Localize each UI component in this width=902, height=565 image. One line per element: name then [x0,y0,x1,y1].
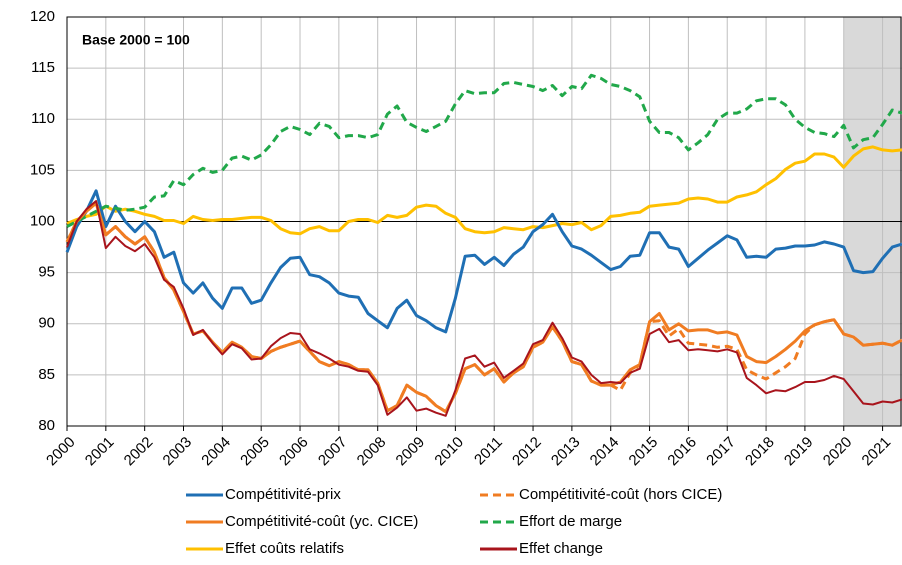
y-tick-label: 105 [30,161,55,178]
series-line [66,73,902,228]
y-tick-label: 80 [38,417,55,434]
series-line [66,145,902,236]
legend-label: Compétitivité-coût (hors CICE) [519,486,722,503]
y-tick-label: 115 [31,59,55,76]
x-tick-label: 2020 [820,434,856,470]
x-tick-label: 2015 [626,434,662,470]
x-tick-label: 2008 [354,434,390,470]
y-tick-label: 120 [30,8,55,25]
x-tick-label: 2010 [431,434,467,470]
legend-label: Effort de marge [519,513,622,530]
y-tick-label: 85 [38,366,55,383]
y-tick-label: 110 [31,110,55,127]
y-tick-label: 90 [38,315,55,332]
series-line [65,201,902,414]
x-tick-label: 2014 [587,434,623,470]
x-tick-label: 2004 [198,434,234,470]
x-tick-label: 2017 [703,434,739,470]
x-tick-label: 2012 [509,434,545,470]
legend-label: Compétitivité-coût (yc. CICE) [225,513,418,530]
series-line [65,201,902,414]
x-tick-label: 2001 [82,434,118,470]
x-tick-label: 2021 [859,434,895,470]
x-tick-label: 2018 [742,434,778,470]
y-tick-label: 95 [38,264,55,281]
x-tick-label: 2006 [276,434,312,470]
x-tick-label: 2009 [393,434,429,470]
annotation: Base 2000 = 100 [82,32,190,48]
x-tick-label: 2019 [781,434,817,470]
x-tick-label: 2000 [43,434,79,470]
x-tick-label: 2002 [121,434,157,470]
legend-label: Effet coûts relatifs [225,540,344,557]
legend-label: Compétitivité-prix [225,486,341,503]
x-tick-label: 2011 [471,434,506,469]
y-tick-label: 100 [30,212,55,229]
x-tick-label: 2003 [160,434,196,470]
series-line [66,200,902,417]
x-tick-label: 2013 [548,434,584,470]
x-tick-label: 2007 [315,434,351,470]
series-line [65,189,902,334]
legend-label: Effet change [519,540,603,557]
x-tick-label: 2016 [664,434,700,470]
x-tick-label: 2005 [237,434,273,470]
